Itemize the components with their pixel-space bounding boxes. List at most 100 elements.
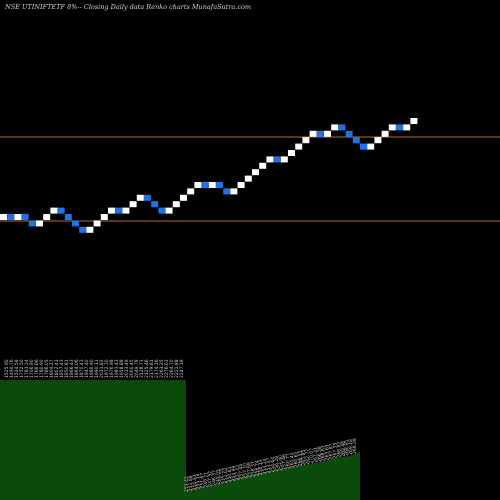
volume-right-label: 267.35: [333, 443, 339, 459]
volume-left-label: 2174.16: [154, 359, 160, 378]
volume-right-label: 254.99: [231, 466, 237, 482]
volume-right-label: 256.13: [258, 459, 264, 475]
renko-brick: [0, 214, 7, 220]
renko-brick: [266, 156, 274, 163]
renko-brick: [64, 214, 72, 220]
volume-right-label: 269.48: [340, 441, 346, 457]
volume-right-label: 253.07: [266, 458, 272, 474]
renko-brick: [115, 207, 123, 214]
renko-brick: [108, 207, 115, 214]
volume-right-label: 251.02: [223, 467, 229, 483]
renko-brick: [410, 118, 418, 124]
renko-brick: [381, 130, 389, 137]
volume-left-label: 1983.43: [114, 359, 120, 378]
volume-left-label: 1864.06: [74, 359, 80, 378]
renko-brick: [57, 207, 65, 214]
renko-brick: [172, 201, 180, 208]
renko-brick: [396, 124, 403, 131]
renko-brick: [165, 207, 173, 214]
renko-brick: [316, 130, 324, 137]
volume-left-label: 2031.82: [99, 359, 105, 378]
renko-brick: [252, 169, 259, 176]
volume-right-label: 249.21: [204, 472, 210, 488]
volume-left-label: 2049.78: [134, 359, 140, 378]
volume-left-label: 2000.45: [129, 359, 135, 378]
volume-right-label: 266.51: [297, 451, 303, 467]
volume-right-label: 257.10: [243, 463, 249, 479]
volume-right-label: 268.95: [344, 440, 350, 456]
renko-brick: [288, 150, 295, 156]
volume-left-label: 1780.90: [39, 359, 45, 378]
volume-left-label: 1752.50: [19, 359, 25, 378]
volume-left-label: 2125.46: [144, 359, 150, 378]
volume-left-label: 1958.88: [119, 359, 125, 378]
volume-left-label: 2221.88: [174, 359, 180, 378]
renko-brick: [79, 226, 87, 233]
renko-brick: [338, 124, 346, 131]
renko-brick: [273, 156, 281, 163]
renko-brick: [144, 194, 151, 201]
volume-left-label: 1850.81: [64, 359, 70, 378]
volume-left-label: 2264.70: [169, 359, 175, 378]
renko-brick: [72, 220, 79, 227]
renko-brick: [374, 137, 382, 144]
chart-title: NSE UTINIFTETF 8%-- Closing Daily data R…: [5, 3, 252, 11]
volume-left-label: 1802.43: [54, 359, 60, 378]
volume-left-label: 2276.03: [164, 359, 170, 378]
renko-brick: [28, 220, 36, 227]
volume-right-label: 269.18: [348, 439, 354, 455]
volume-left-label: 1490.76: [9, 359, 15, 378]
renko-brick: [100, 214, 108, 220]
renko-brick: [93, 220, 101, 227]
renko-brick: [50, 207, 58, 214]
volume-right-label: 250.81: [227, 466, 233, 482]
renko-brick: [230, 188, 238, 195]
volume-right-label: 268.63: [321, 445, 327, 461]
renko-brick: [43, 214, 51, 220]
renko-brick: [216, 182, 223, 188]
volume-left-label: 2128.71: [139, 359, 145, 378]
volume-left-label: 1783.24: [24, 359, 30, 378]
volume-right-label: 253.42: [184, 476, 190, 492]
renko-brick: [151, 201, 159, 208]
renko-brick: [14, 214, 22, 220]
volume-right-label: 263.63: [325, 444, 331, 460]
volume-left-label: 1866.43: [69, 359, 75, 378]
renko-brick: [158, 207, 166, 214]
renko-brick: [388, 124, 396, 131]
volume-left-label: 2013.49: [124, 359, 130, 378]
volume-left-label: 1525.90: [4, 359, 10, 378]
volume-right-label: 267.41: [313, 447, 319, 463]
renko-brick: [237, 182, 245, 188]
renko-brick: [223, 188, 231, 195]
volume-block-left: [0, 380, 186, 500]
renko-brick: [194, 182, 202, 188]
renko-brick: [345, 130, 353, 137]
volume-left-label: 1947.40: [84, 359, 90, 378]
volume-right-label: 261.42: [290, 452, 296, 468]
volume-left-label: 1706.90: [29, 359, 35, 378]
renko-brick: [129, 201, 137, 208]
renko-brick: [324, 130, 331, 137]
volume-left-label: 2263.25: [159, 359, 165, 378]
volume-left-label: 1870.43: [79, 359, 85, 378]
volume-right-label: 270.07: [309, 448, 315, 464]
volume-right-label: 254.64: [270, 457, 276, 473]
volume-right-label: 265.95: [301, 450, 307, 466]
volume-left-label: 2179.81: [149, 359, 155, 378]
volume-right-label: 247.52: [207, 471, 213, 487]
renko-brick: [122, 207, 130, 214]
volume-right-label: 262.77: [305, 449, 311, 465]
renko-brick: [309, 130, 317, 137]
renko-brick: [331, 124, 339, 131]
volume-right-label: 266.82: [336, 442, 342, 458]
volume-left-label: 1804.27: [49, 359, 55, 378]
volume-right-label: 246.37: [211, 470, 217, 486]
volume-left-label: 1976.98: [109, 359, 115, 378]
renko-brick: [180, 194, 187, 201]
volume-right-label: 249.05: [215, 469, 221, 485]
renko-brick: [259, 162, 267, 169]
renko-brick: [136, 194, 144, 201]
